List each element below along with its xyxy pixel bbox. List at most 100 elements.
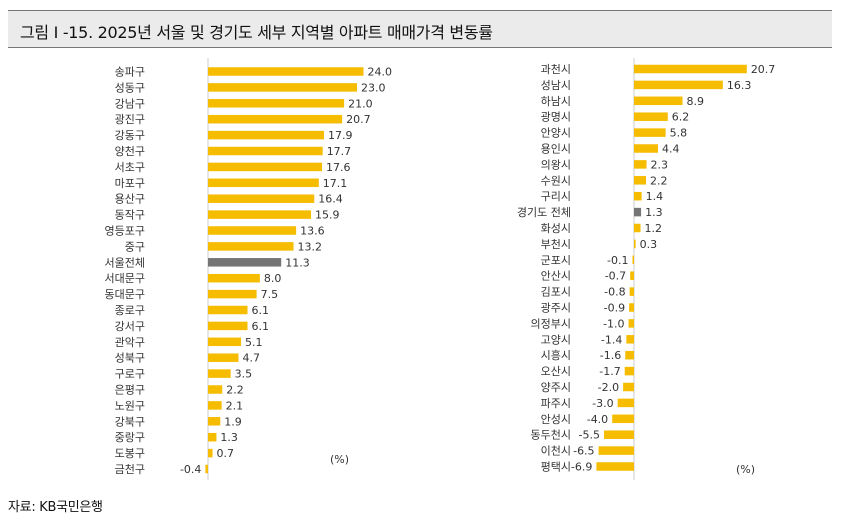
value-label: -2.0	[598, 381, 619, 394]
bar-동작구	[208, 210, 312, 219]
category-label: 수원시	[541, 174, 571, 187]
bar-오산시	[624, 366, 634, 376]
category-label: 안산시	[541, 270, 571, 283]
category-label: 파주시	[541, 397, 571, 410]
value-label: 0.7	[217, 447, 235, 460]
bar-양천구	[208, 146, 323, 156]
value-label: -6.5	[573, 445, 594, 458]
value-label: -0.9	[604, 302, 625, 315]
value-label: 17.1	[323, 177, 348, 190]
value-label: 17.6	[326, 161, 351, 174]
value-label: 6.2	[672, 111, 690, 124]
bar-종로구	[208, 305, 248, 315]
bar-동대문구	[208, 289, 257, 299]
bar-화성시	[634, 223, 641, 233]
category-label: 오산시	[541, 365, 571, 378]
category-label: 강남구	[115, 97, 145, 110]
category-label: 서울전체	[105, 256, 145, 269]
bar-군포시	[632, 255, 634, 265]
value-label: 6.1	[252, 320, 270, 333]
bar-서초구	[208, 162, 323, 172]
bar-광명시	[634, 112, 668, 121]
bar-도봉구	[208, 448, 213, 458]
bar-광주시	[629, 303, 634, 312]
bar-용인시	[634, 144, 658, 153]
bar-경기도 전체	[634, 207, 642, 217]
bar-구로구	[208, 369, 231, 378]
bar-서울전체	[208, 258, 282, 267]
category-label: 종로구	[115, 304, 145, 317]
category-label: 안양시	[541, 127, 571, 140]
value-label: -6.9	[571, 461, 592, 474]
category-label: 성남시	[541, 79, 571, 92]
category-label: 은평구	[115, 384, 145, 397]
category-label: 이천시	[541, 444, 571, 458]
category-label: 강서구	[115, 320, 145, 333]
bar-성북구	[208, 353, 239, 362]
value-label: -0.1	[607, 254, 628, 267]
value-label: 2.3	[651, 158, 669, 171]
value-label: 8.0	[264, 272, 282, 285]
bar-안산시	[630, 271, 634, 280]
bar-노원구	[208, 401, 222, 410]
bar-은평구	[208, 385, 223, 394]
category-label: 양천구	[115, 144, 145, 158]
bar-김포시	[629, 287, 634, 296]
value-label: 23.0	[361, 81, 386, 94]
value-label: 5.1	[245, 336, 263, 349]
bar-수원시	[634, 176, 646, 185]
bar-중랑구	[208, 432, 217, 442]
bar-성동구	[208, 83, 358, 92]
bar-평택시	[596, 462, 634, 471]
bar-관악구	[208, 337, 242, 347]
category-label: 용인시	[541, 143, 571, 156]
title-bar: 그림 I -15. 2025년 서울 및 경기도 세부 지역별 아파트 매매가격…	[8, 10, 832, 48]
bar-시흥시	[625, 350, 634, 360]
bar-성남시	[634, 80, 723, 90]
value-label: 1.4	[646, 190, 664, 203]
seoul-chart-panel: 송파구 24.0 성동구 23.0 강남구 21.0 광진구 20.7 강동구 17.9 양천구 17…	[0, 50, 430, 490]
category-label: 금천구	[115, 462, 145, 476]
category-label: 구로구	[115, 368, 145, 381]
bar-하남시	[634, 96, 683, 106]
bar-양주시	[623, 382, 634, 392]
category-label: 관악구	[115, 336, 145, 349]
value-label: 2.2	[650, 174, 668, 187]
category-label: 중랑구	[115, 431, 145, 444]
category-label: 평택시	[541, 461, 571, 474]
bar-용산구	[208, 194, 315, 203]
bar-안양시	[634, 128, 666, 137]
bar-동두천시	[604, 430, 634, 439]
bar-강동구	[208, 130, 324, 140]
category-label: 노원구	[115, 399, 145, 412]
category-label: 중구	[125, 240, 145, 253]
value-label: 6.1	[252, 304, 270, 317]
value-label: -0.4	[180, 463, 201, 476]
value-label: -3.0	[592, 397, 613, 410]
category-label: 마포구	[115, 177, 145, 190]
category-label: 군포시	[541, 254, 571, 267]
value-label: 17.9	[328, 129, 353, 142]
value-label: 16.4	[318, 193, 343, 206]
category-label: 서초구	[115, 161, 145, 174]
category-label: 화성시	[541, 222, 571, 235]
value-label: 3.5	[235, 368, 253, 381]
value-label: -1.4	[601, 333, 622, 346]
category-label: 광명시	[541, 111, 571, 124]
value-label: 1.2	[645, 222, 663, 235]
category-label: 하남시	[541, 94, 571, 108]
category-label: 광주시	[541, 302, 571, 315]
value-label: 21.0	[348, 97, 373, 110]
value-label: 15.9	[315, 209, 340, 222]
seoul-bar-chart: 송파구 24.0 성동구 23.0 강남구 21.0 광진구 20.7 강동구 17.9 양천구 17…	[105, 58, 392, 480]
category-label: 강동구	[115, 129, 145, 142]
value-label: -1.0	[603, 317, 624, 330]
value-label: 2.2	[226, 384, 244, 397]
bar-이천시	[598, 446, 634, 455]
value-label: 1.3	[645, 206, 663, 219]
value-label: 20.7	[751, 63, 776, 76]
bar-송파구	[208, 67, 364, 76]
category-label: 고양시	[541, 333, 571, 346]
category-label: 도봉구	[115, 447, 145, 460]
value-label: -1.6	[600, 349, 621, 362]
